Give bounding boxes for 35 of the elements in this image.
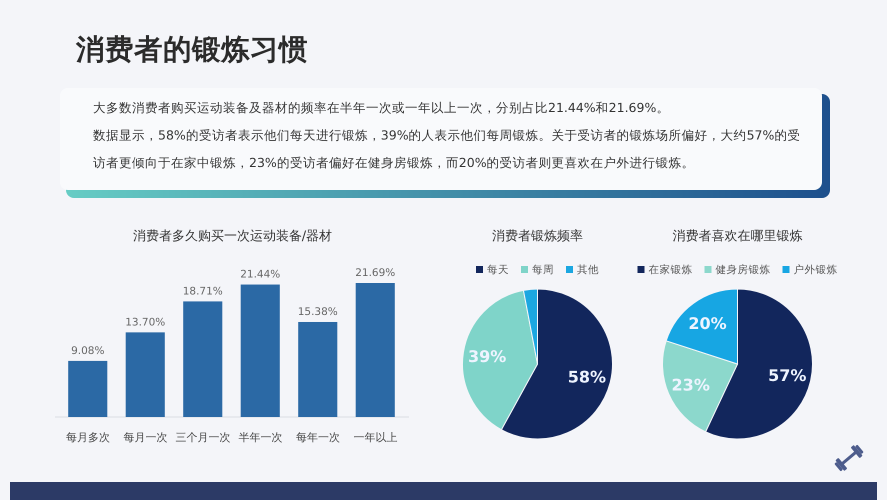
data-label: 20% [688,314,727,333]
data-label: 15.38% [298,306,338,318]
data-label: 57% [768,366,806,386]
chart-title: 消费者锻炼频率 [492,228,583,244]
x-tick-label: 每月多次 [66,431,110,444]
text: 消费者的锻炼习惯 [75,33,308,66]
data-label: 13.70% [125,316,166,328]
legend-label: 每天 [487,264,509,276]
bar [298,322,338,417]
x-tick-label: 半年一次 [238,431,282,444]
data-label: 23% [672,375,710,394]
bar [68,360,108,417]
data-label: 21.44% [240,268,280,281]
legend-label: 户外锻炼 [794,263,838,276]
chart-title: 消费者多久购买一次运动装备/器材 [132,229,332,244]
data-label: 21.69% [355,267,396,279]
bar [126,332,165,417]
legend-label: 其他 [577,263,599,276]
bar [356,283,395,417]
x-tick-label: 每月一次 [123,431,168,444]
chart-title: 消费者喜欢在哪里锻炼 [672,229,802,244]
bar [183,301,222,417]
x-tick-label: 每年一次 [296,431,340,444]
data-label: 18.71% [182,285,223,298]
data-label: 39% [468,347,506,366]
text: 数据显示，58%的受访者表示他们每天进行锻炼，39%的人表示他们每周锻炼。关于受访者的锻炼场所偏好，大约57%的受访者更倾向于在家中锻炼，23%的受访者偏好在健身房锻炼，而20%的受访者则更喜欢在户外进行锻炼。 [93,128,800,170]
data-label: 9.08% [71,344,104,357]
text: 大多数消费者购买运动装备及器材的频率在半年一次或一年以上一次，分别占比21.44%和21.69%。 [93,100,670,115]
bar [240,284,280,417]
x-tick-label: 一年以上 [353,431,398,444]
data-label: 58% [568,368,606,387]
legend-label: 每周 [532,264,554,276]
x-tick-label: 三个月一次 [175,431,230,444]
legend-label: 健身房锻炼 [716,263,770,276]
legend-label: 在家锻炼 [648,263,692,276]
